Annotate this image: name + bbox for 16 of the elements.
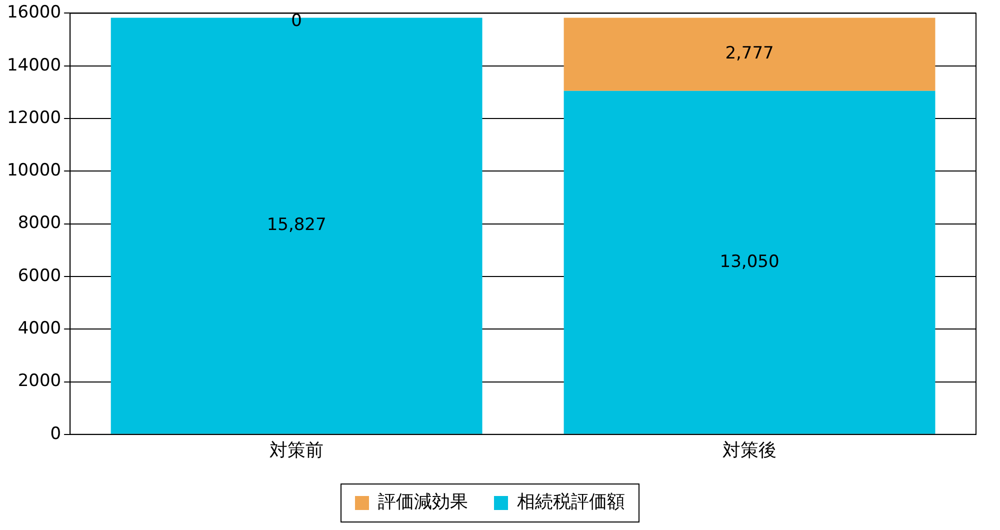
x-tick-label: 対策後 [722, 440, 777, 461]
y-tick-label: 2000 [18, 371, 62, 392]
x-tick-label: 対策前 [270, 440, 324, 461]
y-tick-label: 12000 [6, 108, 62, 128]
data-label: 15,827 [266, 215, 326, 236]
y-tick-label: 10000 [6, 160, 62, 181]
y-tick-label: 8000 [18, 213, 62, 234]
y-tick-label: 16000 [6, 2, 62, 23]
y-tick-label: 6000 [18, 266, 62, 286]
legend-label: 相続税評価額 [517, 492, 625, 513]
legend-label: 評価減効果 [378, 492, 468, 513]
data-label: 2,777 [725, 44, 774, 64]
data-label: 13,050 [720, 252, 780, 272]
y-tick-label: 14000 [6, 55, 62, 76]
y-tick-label: 0 [50, 424, 62, 444]
y-tick-label: 4000 [18, 318, 62, 339]
